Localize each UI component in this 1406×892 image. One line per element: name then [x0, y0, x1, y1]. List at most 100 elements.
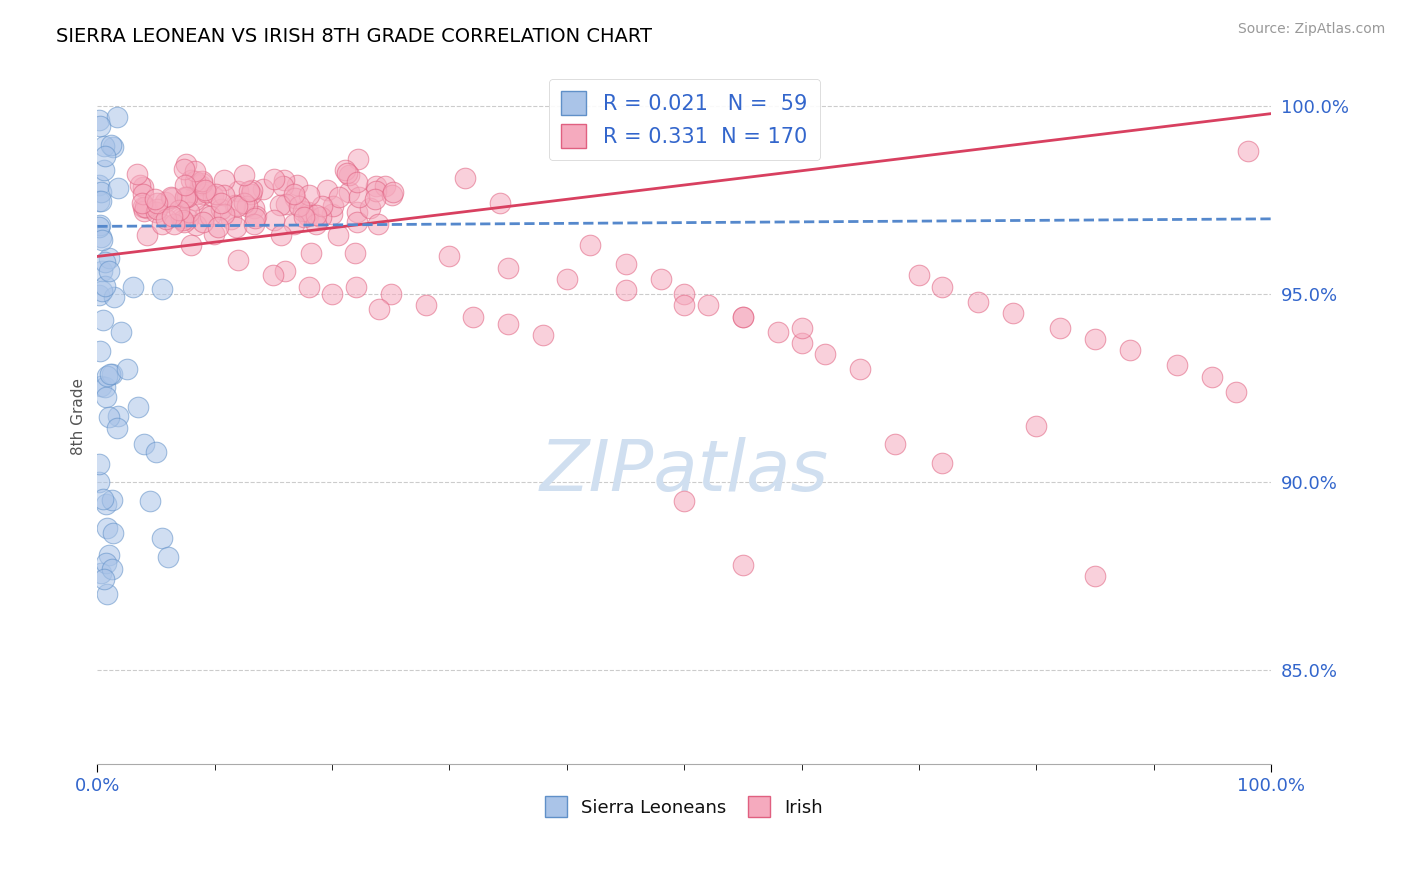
Point — [162, 217, 184, 231]
Point — [132, 187, 155, 202]
Point — [531, 328, 554, 343]
Point — [931, 456, 953, 470]
Point — [309, 210, 332, 224]
Point — [380, 287, 402, 301]
Point — [191, 176, 214, 190]
Point — [145, 196, 167, 211]
Point — [87, 288, 110, 302]
Point — [155, 212, 177, 227]
Text: ZIPatlas: ZIPatlas — [540, 437, 828, 507]
Point — [160, 191, 183, 205]
Point — [134, 204, 156, 219]
Point — [134, 437, 156, 451]
Point — [188, 178, 211, 193]
Point — [87, 194, 110, 209]
Point — [90, 194, 112, 209]
Point — [415, 298, 437, 312]
Point — [346, 204, 368, 219]
Point — [97, 548, 120, 562]
Point — [129, 178, 152, 192]
Point — [343, 245, 366, 260]
Point — [115, 362, 138, 376]
Point — [135, 201, 157, 215]
Point — [366, 178, 388, 193]
Point — [145, 445, 167, 459]
Point — [1049, 321, 1071, 335]
Point — [167, 202, 190, 217]
Point — [337, 169, 360, 183]
Point — [245, 209, 267, 223]
Point — [173, 215, 195, 229]
Point — [184, 174, 207, 188]
Point — [225, 219, 247, 234]
Point — [89, 119, 111, 133]
Point — [89, 112, 111, 127]
Point — [93, 572, 115, 586]
Point — [96, 368, 118, 383]
Point — [214, 207, 236, 221]
Point — [198, 209, 221, 223]
Point — [346, 215, 368, 229]
Point — [232, 168, 254, 182]
Point — [98, 251, 121, 265]
Point — [90, 185, 112, 199]
Point — [1084, 569, 1107, 583]
Point — [285, 178, 308, 193]
Point — [156, 550, 179, 565]
Point — [205, 187, 228, 202]
Point — [212, 188, 235, 202]
Point — [98, 367, 121, 381]
Point — [262, 268, 284, 283]
Point — [101, 562, 124, 576]
Point — [368, 301, 391, 316]
Point — [209, 202, 232, 217]
Point — [381, 188, 404, 202]
Point — [346, 152, 368, 166]
Point — [186, 187, 208, 202]
Point — [224, 197, 246, 211]
Point — [160, 209, 183, 223]
Point — [297, 209, 319, 223]
Point — [344, 279, 367, 293]
Point — [101, 368, 124, 382]
Point — [194, 185, 217, 199]
Point — [90, 378, 112, 392]
Point — [233, 196, 256, 211]
Point — [311, 199, 333, 213]
Point — [263, 171, 285, 186]
Point — [173, 161, 195, 176]
Point — [170, 211, 193, 225]
Point — [134, 200, 156, 214]
Point — [89, 343, 111, 358]
Point — [790, 321, 813, 335]
Point — [91, 284, 114, 298]
Point — [555, 272, 578, 286]
Point — [336, 166, 359, 180]
Y-axis label: 8th Grade: 8th Grade — [72, 377, 86, 455]
Point — [283, 218, 305, 232]
Point — [284, 191, 307, 205]
Point — [160, 190, 183, 204]
Point — [790, 335, 813, 350]
Point — [150, 282, 173, 296]
Point — [94, 390, 117, 404]
Point — [814, 347, 837, 361]
Point — [94, 255, 117, 269]
Point — [93, 138, 115, 153]
Point — [673, 493, 696, 508]
Point — [884, 437, 907, 451]
Point — [243, 201, 266, 215]
Point — [103, 290, 125, 304]
Point — [269, 198, 291, 212]
Point — [132, 180, 155, 194]
Point — [101, 493, 124, 508]
Point — [180, 238, 202, 252]
Point — [191, 174, 214, 188]
Point — [382, 185, 405, 199]
Point — [243, 217, 266, 231]
Point — [454, 170, 477, 185]
Point — [305, 208, 328, 222]
Point — [91, 492, 114, 507]
Point — [731, 310, 754, 324]
Point — [91, 264, 114, 278]
